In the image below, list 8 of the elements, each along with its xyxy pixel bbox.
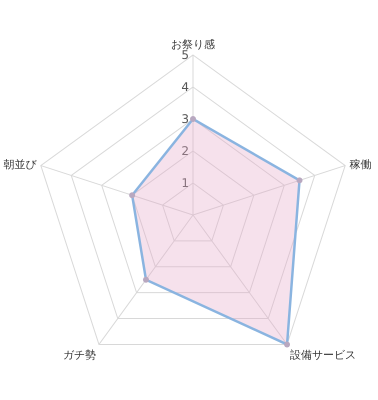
spoke-label: 朝並び (3, 158, 38, 172)
y-tick-label: 4 (181, 80, 189, 94)
y-tick-label: 1 (181, 176, 189, 190)
spoke-label: ガチ勢 (63, 348, 96, 362)
y-tick-label: 3 (181, 112, 189, 126)
spoke-label: 稼働 (350, 158, 372, 172)
spoke-label: 設備サービス (290, 348, 356, 362)
y-tick-label: 2 (181, 144, 189, 158)
